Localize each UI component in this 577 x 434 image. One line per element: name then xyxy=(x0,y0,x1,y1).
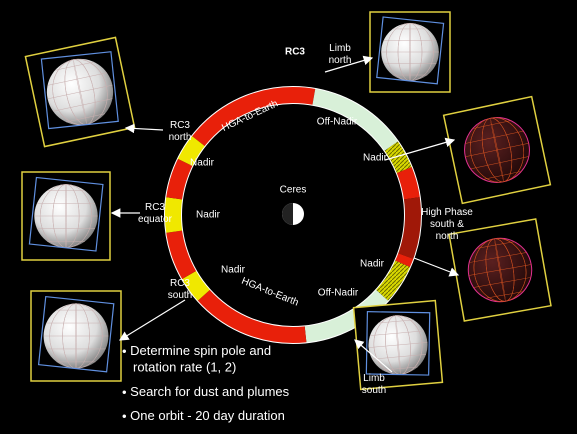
ring-segment xyxy=(396,166,421,200)
bullet: • Determine spin pole and xyxy=(122,343,271,358)
image-frame xyxy=(369,11,451,93)
fov-box xyxy=(376,16,445,85)
grid xyxy=(470,156,529,170)
grid xyxy=(465,130,524,144)
bullet: rotation rate (1, 2) xyxy=(133,359,236,374)
fov-box xyxy=(37,295,115,373)
ring-edge xyxy=(181,103,405,327)
grid xyxy=(473,238,527,302)
ring-segment xyxy=(197,289,307,344)
grid xyxy=(476,241,515,249)
ring-label: Nadir xyxy=(221,265,246,276)
outer-label: RC3 south xyxy=(168,278,192,301)
outer-label: RC3 equator xyxy=(138,202,173,225)
ring-segment xyxy=(304,289,389,343)
ring-label: Nadir xyxy=(363,153,388,164)
ring-segment xyxy=(181,270,211,301)
ring-segment xyxy=(191,86,316,147)
ring-segment xyxy=(384,141,413,174)
ceres-icon xyxy=(282,203,304,225)
ring-edge xyxy=(164,86,422,344)
grid xyxy=(55,61,94,71)
grid xyxy=(47,84,113,100)
grid xyxy=(473,277,531,288)
outer-label: RC3 north xyxy=(169,120,192,143)
ring-label: Nadir xyxy=(190,158,215,169)
title: RC3 xyxy=(285,47,305,58)
ring-label: Off-Nadir xyxy=(318,288,359,299)
bullet: • One orbit - 20 day duration xyxy=(122,408,285,423)
ring-segment xyxy=(164,197,183,233)
image-frame xyxy=(442,95,552,205)
grid xyxy=(483,171,522,180)
grid xyxy=(369,330,424,336)
grid xyxy=(66,113,105,123)
grid xyxy=(470,117,524,183)
grid xyxy=(47,72,107,86)
grid xyxy=(53,98,113,112)
outer-label: High Phase south & north xyxy=(421,207,473,242)
grid xyxy=(368,342,428,348)
bullets: • Determine spin pole and rotation rate … xyxy=(122,343,290,423)
grid xyxy=(485,291,524,299)
ring-segment xyxy=(397,197,422,259)
bullet: • Search for dust and plumes xyxy=(122,384,290,399)
ring-segment xyxy=(312,88,399,152)
grid xyxy=(472,120,511,129)
fov-box xyxy=(28,176,104,252)
image-frame xyxy=(21,171,111,261)
image-frame xyxy=(30,290,122,382)
grid xyxy=(468,264,532,276)
image-frame xyxy=(448,218,552,322)
ring-segment xyxy=(165,230,197,280)
orbit-ring xyxy=(164,86,422,344)
ring-label: Nadir xyxy=(196,210,221,221)
image-frames xyxy=(21,11,552,391)
ring-segment xyxy=(394,253,414,268)
grid xyxy=(465,143,529,157)
grid xyxy=(469,252,527,263)
ring-segment xyxy=(375,260,411,301)
ring-label: Nadir xyxy=(360,259,385,270)
grid xyxy=(378,319,414,324)
ring-segment xyxy=(165,158,193,200)
outer-label: Limb north xyxy=(329,43,352,66)
outer-label: Limb south xyxy=(362,373,386,396)
fov-box xyxy=(40,51,119,130)
image-frame xyxy=(24,36,136,148)
ring-segment xyxy=(177,135,206,167)
grid xyxy=(372,354,427,360)
fov-box xyxy=(365,311,431,376)
ring-label: Off-Nadir xyxy=(317,117,358,128)
center-label: Ceres xyxy=(280,185,307,196)
arrows xyxy=(110,55,460,373)
